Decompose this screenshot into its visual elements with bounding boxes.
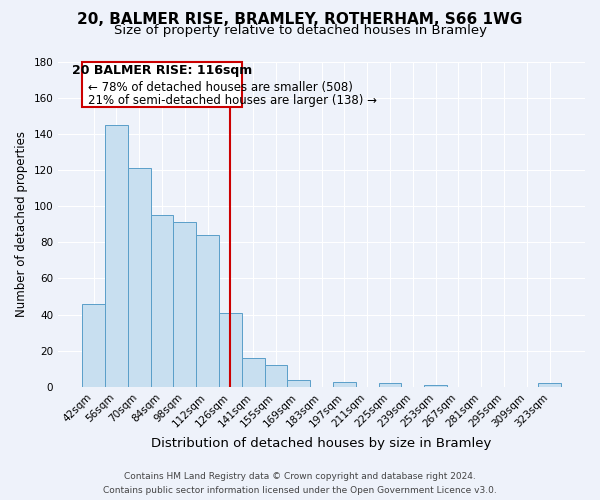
Text: Contains public sector information licensed under the Open Government Licence v3: Contains public sector information licen… [103,486,497,495]
Bar [128,168,151,387]
Text: 21% of semi-detached houses are larger (138) →: 21% of semi-detached houses are larger (… [88,94,377,107]
Text: Size of property relative to detached houses in Bramley: Size of property relative to detached ho… [113,24,487,37]
X-axis label: Distribution of detached houses by size in Bramley: Distribution of detached houses by size … [151,437,492,450]
Bar [219,313,242,387]
Text: Contains HM Land Registry data © Crown copyright and database right 2024.: Contains HM Land Registry data © Crown c… [124,472,476,481]
Bar [173,222,196,387]
Bar [242,358,265,387]
Bar [333,382,356,387]
Text: 20 BALMER RISE: 116sqm: 20 BALMER RISE: 116sqm [72,64,252,77]
Bar [287,380,310,387]
Bar [196,235,219,387]
Bar [265,366,287,387]
Text: 20, BALMER RISE, BRAMLEY, ROTHERHAM, S66 1WG: 20, BALMER RISE, BRAMLEY, ROTHERHAM, S66… [77,12,523,28]
Bar [82,304,105,387]
Y-axis label: Number of detached properties: Number of detached properties [15,131,28,317]
Bar [379,384,401,387]
Bar [538,384,561,387]
Bar [424,385,447,387]
Text: ← 78% of detached houses are smaller (508): ← 78% of detached houses are smaller (50… [88,80,353,94]
Bar [151,215,173,387]
Bar [105,125,128,387]
